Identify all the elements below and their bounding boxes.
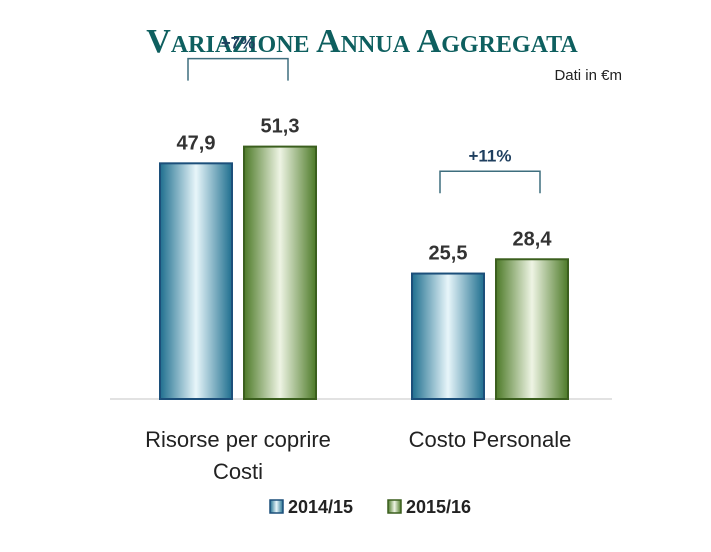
change-bracket	[439, 170, 541, 194]
legend-swatch	[387, 499, 402, 514]
bar-2015-16-group-1	[243, 145, 317, 400]
value-label: 51,3	[261, 116, 300, 138]
legend-swatch	[269, 499, 284, 514]
category-label: Risorse per coprire	[145, 427, 331, 452]
bar-2015-16-group-2	[495, 258, 569, 400]
value-label: 28,4	[513, 228, 553, 250]
change-bracket	[187, 57, 289, 81]
value-label: 47,9	[177, 132, 216, 154]
category-label: Costi	[213, 459, 263, 484]
category-label: Costo Personale	[409, 427, 572, 452]
change-annotation: +7%	[221, 34, 256, 53]
value-label: 25,5	[429, 243, 468, 265]
chart-title: Variazione Annua Aggregata	[146, 23, 578, 60]
chart-subtitle: Dati in €m	[554, 67, 622, 84]
legend-label: 2015/16	[406, 497, 471, 517]
bar-2014-15-group-2	[411, 272, 485, 401]
legend-label: 2014/15	[288, 497, 353, 517]
bar-2014-15-group-1	[159, 162, 233, 400]
change-annotation: +11%	[468, 146, 511, 165]
